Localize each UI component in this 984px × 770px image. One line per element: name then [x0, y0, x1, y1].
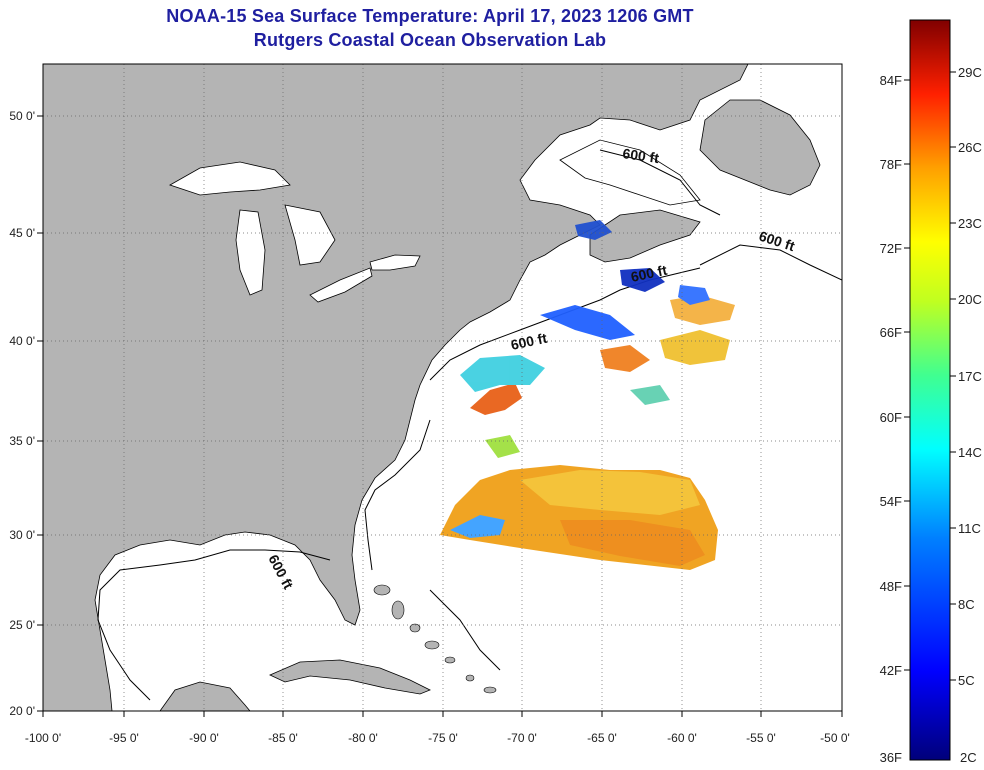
- lon-tick-label: -85 0': [268, 731, 298, 745]
- lon-tick-label: -65 0': [587, 731, 617, 745]
- colorbar-c-label: 17C: [958, 369, 982, 384]
- contour-label: 600 ft: [622, 145, 661, 166]
- lake-ontario: [369, 254, 421, 271]
- colorbar-c-label: 23C: [958, 216, 982, 231]
- contour-labels: 600 ft 600 ft 600 ft 600 ft 600 ft: [265, 145, 797, 592]
- colorbar-f-label: 78F: [880, 157, 902, 172]
- colorbar-f-label: 66F: [880, 325, 902, 340]
- lake-michigan: [235, 209, 266, 296]
- colorbar-f-label: 72F: [880, 241, 902, 256]
- map-subtitle: Rutgers Coastal Ocean Observation Lab: [253, 30, 607, 50]
- land-cuba: [269, 659, 431, 695]
- map-title: NOAA-15 Sea Surface Temperature: April 1…: [166, 6, 694, 26]
- colorbar-c-label: 26C: [958, 140, 982, 155]
- lat-tick-label: 50 0': [9, 109, 35, 123]
- land-north-america: [43, 64, 749, 711]
- lat-tick-label: 40 0': [9, 334, 35, 348]
- contour-label: 600 ft: [509, 330, 548, 353]
- lat-tick-label: 35 0': [9, 434, 35, 448]
- colorbar-f-label: 48F: [880, 579, 902, 594]
- lake-superior: [169, 161, 291, 196]
- lat-tick-label: 45 0': [9, 226, 35, 240]
- colorbar-c-label: 11C: [958, 521, 981, 536]
- land-yucatan: [159, 681, 251, 711]
- lon-tick-label: -80 0': [348, 731, 378, 745]
- lon-labels: -100 0' -95 0' -90 0' -85 0' -80 0' -75 …: [25, 731, 850, 745]
- contour-label: 600 ft: [629, 262, 668, 285]
- sst-data-patches: [440, 220, 735, 570]
- colorbar-f-label: 84F: [880, 73, 902, 88]
- lon-tick-label: -95 0': [109, 731, 139, 745]
- land-bahamas: [373, 584, 497, 694]
- colorbar-ticks: [904, 71, 956, 681]
- colorbar-f-label: 42F: [880, 663, 902, 678]
- lon-tick-label: -55 0': [746, 731, 776, 745]
- lake-huron: [284, 204, 336, 266]
- land-nova-scotia: [589, 209, 701, 263]
- colorbar: [909, 19, 951, 761]
- lat-tick-label: 25 0': [9, 618, 35, 632]
- lat-tick-label: 20 0': [9, 704, 35, 718]
- lat-tick-label: 30 0': [9, 528, 35, 542]
- colorbar-f-labels: 84F 78F 72F 66F 60F 54F 48F 42F 36F: [880, 73, 902, 765]
- colorbar-c-label: 2C: [960, 750, 977, 765]
- colorbar-c-label: 8C: [958, 597, 975, 612]
- lon-tick-label: -50 0': [820, 731, 850, 745]
- lake-erie: [309, 267, 373, 303]
- lon-tick-label: -100 0': [25, 731, 61, 745]
- lon-tick-label: -60 0': [667, 731, 697, 745]
- colorbar-c-label: 14C: [958, 445, 982, 460]
- lon-tick-label: -90 0': [189, 731, 219, 745]
- lon-tick-label: -75 0': [428, 731, 458, 745]
- colorbar-f-label: 54F: [880, 494, 902, 509]
- colorbar-c-label: 5C: [958, 673, 975, 688]
- colorbar-f-label: 36F: [880, 750, 902, 765]
- colorbar-c-label: 20C: [958, 292, 982, 307]
- colorbar-c-labels: 29C 26C 23C 20C 17C 14C 11C 8C 5C 2C: [958, 65, 982, 765]
- colorbar-f-label: 60F: [880, 410, 902, 425]
- land-newfoundland: [699, 99, 821, 196]
- lon-tick-label: -70 0': [507, 731, 537, 745]
- gulf-st-lawrence: [559, 139, 701, 206]
- colorbar-c-label: 29C: [958, 65, 982, 80]
- lat-labels: 50 0' 45 0' 40 0' 35 0' 30 0' 25 0' 20 0…: [9, 109, 35, 718]
- frame-ticks: [37, 115, 843, 717]
